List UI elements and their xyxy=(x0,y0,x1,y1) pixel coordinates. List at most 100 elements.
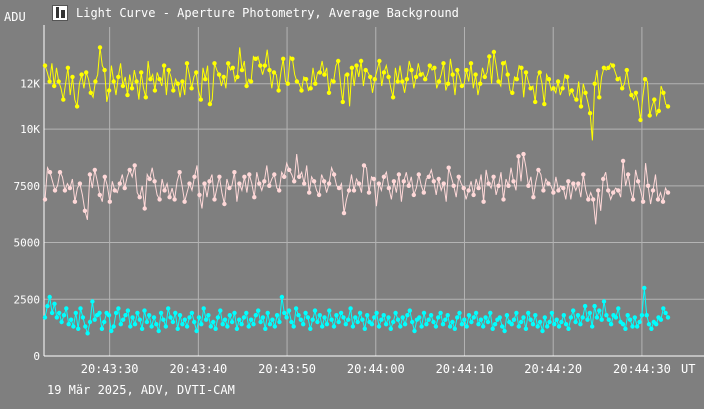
data-point-series-3 xyxy=(267,322,273,327)
x-tick-label: 20:43:40 xyxy=(169,362,227,376)
data-point-series-1 xyxy=(523,70,529,75)
data-point-series-3 xyxy=(116,306,121,311)
data-point-series-2 xyxy=(481,199,486,204)
data-point-series-3 xyxy=(229,319,235,325)
data-point-series-1 xyxy=(555,79,561,84)
data-point-series-3 xyxy=(613,315,619,320)
data-point-series-3 xyxy=(123,313,128,318)
data-point-series-3 xyxy=(578,322,583,327)
data-point-series-1 xyxy=(203,77,208,82)
data-point-series-2 xyxy=(596,188,601,193)
data-point-series-2 xyxy=(581,172,586,177)
data-point-series-3 xyxy=(663,310,668,316)
data-point-series-1 xyxy=(592,81,597,86)
data-point-series-3 xyxy=(407,308,412,313)
data-point-series-1 xyxy=(546,77,552,82)
data-point-series-3 xyxy=(246,324,251,329)
data-point-series-3 xyxy=(312,308,318,313)
data-point-series-1 xyxy=(52,83,57,89)
data-point-series-2 xyxy=(321,179,327,184)
data-point-series-1 xyxy=(148,77,153,82)
data-point-series-2 xyxy=(531,195,536,200)
data-point-series-1 xyxy=(464,67,469,73)
data-point-series-3 xyxy=(514,310,519,316)
data-point-series-3 xyxy=(485,319,491,325)
data-point-series-3 xyxy=(222,317,228,322)
data-point-series-1 xyxy=(468,61,474,66)
data-point-series-3 xyxy=(523,326,529,331)
x-tick-label: 20:44:30 xyxy=(613,362,671,376)
data-point-series-3 xyxy=(66,322,71,327)
data-point-series-1 xyxy=(601,65,607,71)
data-point-series-1 xyxy=(317,70,323,75)
data-point-series-3 xyxy=(327,308,332,313)
data-point-series-3 xyxy=(218,308,223,313)
data-point-series-3 xyxy=(272,324,277,329)
data-point-series-3 xyxy=(616,306,621,311)
data-point-series-1 xyxy=(152,88,158,93)
data-point-series-3 xyxy=(274,313,280,318)
data-point-series-2 xyxy=(665,190,671,195)
data-point-series-3 xyxy=(87,319,93,325)
data-point-series-3 xyxy=(54,315,59,320)
data-point-series-3 xyxy=(331,324,337,329)
data-point-series-1 xyxy=(450,72,455,77)
data-point-series-1 xyxy=(610,63,616,68)
data-point-series-3 xyxy=(90,299,95,304)
data-point-series-2 xyxy=(630,197,636,202)
data-point-series-3 xyxy=(203,317,209,322)
series-line-2 xyxy=(44,154,669,225)
x-axis-label: UT xyxy=(681,362,695,376)
data-point-series-3 xyxy=(109,328,114,334)
data-point-series-3 xyxy=(346,317,351,322)
data-point-series-3 xyxy=(556,324,562,329)
data-point-series-3 xyxy=(111,324,116,329)
data-point-series-3 xyxy=(599,317,604,322)
data-point-series-3 xyxy=(549,310,555,316)
data-point-series-1 xyxy=(326,90,332,96)
data-point-series-3 xyxy=(561,313,566,318)
data-point-series-3 xyxy=(535,324,540,329)
data-point-series-2 xyxy=(401,179,406,184)
data-point-series-2 xyxy=(356,181,362,186)
data-point-series-3 xyxy=(545,324,550,329)
data-point-series-3 xyxy=(594,315,600,320)
data-point-series-3 xyxy=(324,322,330,327)
data-point-series-3 xyxy=(473,310,479,316)
chart-window-icon[interactable] xyxy=(52,5,68,21)
data-point-series-1 xyxy=(47,79,52,84)
data-point-series-3 xyxy=(244,310,249,316)
data-point-series-2 xyxy=(536,167,541,173)
data-point-series-2 xyxy=(202,181,207,186)
data-point-series-2 xyxy=(272,172,277,177)
data-point-series-2 xyxy=(541,188,546,193)
data-point-series-2 xyxy=(586,197,591,202)
data-point-series-1 xyxy=(244,83,249,89)
data-point-series-3 xyxy=(291,324,296,329)
data-point-series-1 xyxy=(331,79,336,84)
data-point-series-2 xyxy=(645,183,651,188)
data-point-series-3 xyxy=(154,322,159,327)
data-point-series-3 xyxy=(192,319,197,325)
data-point-series-2 xyxy=(262,179,267,184)
data-point-series-3 xyxy=(447,324,453,329)
data-point-series-3 xyxy=(68,317,74,322)
data-point-series-1 xyxy=(620,86,625,91)
data-point-series-3 xyxy=(452,326,457,331)
data-point-series-1 xyxy=(175,81,180,86)
data-point-series-2 xyxy=(326,181,332,186)
data-point-series-3 xyxy=(52,301,57,306)
x-tick-label: 20:43:50 xyxy=(258,362,316,376)
data-point-series-2 xyxy=(421,190,426,195)
data-point-series-3 xyxy=(147,313,152,318)
data-point-series-3 xyxy=(620,322,626,327)
data-point-series-1 xyxy=(652,97,657,102)
data-point-series-3 xyxy=(400,315,405,320)
data-point-series-2 xyxy=(336,185,342,191)
data-point-series-3 xyxy=(554,317,559,322)
data-point-series-2 xyxy=(92,167,98,173)
data-point-series-3 xyxy=(196,315,202,320)
data-point-series-3 xyxy=(642,285,647,291)
data-point-series-3 xyxy=(383,322,389,327)
data-point-series-3 xyxy=(265,310,270,316)
